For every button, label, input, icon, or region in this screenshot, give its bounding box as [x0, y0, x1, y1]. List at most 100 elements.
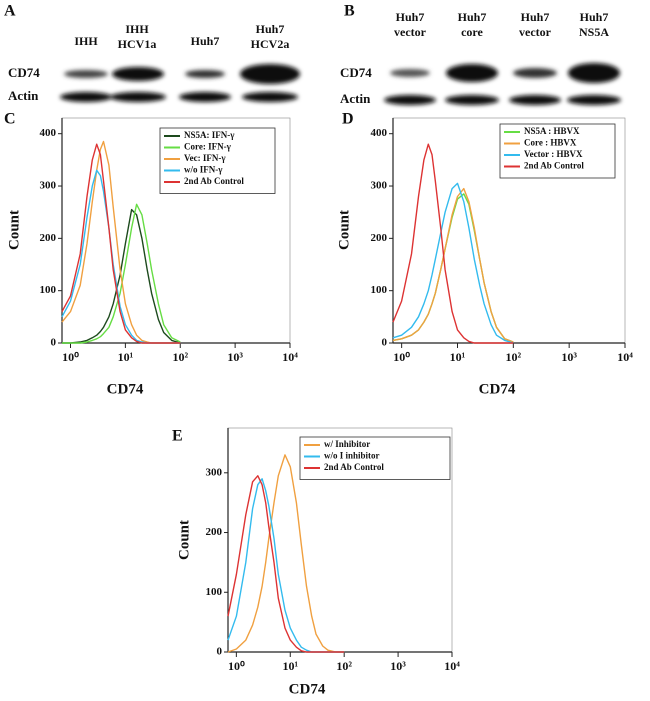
- lane-label: vector: [394, 25, 427, 39]
- legend-box: [299, 436, 451, 480]
- y-axis-label: Count: [336, 210, 352, 250]
- band: [568, 63, 620, 83]
- x-tick-label: 10²: [506, 350, 522, 364]
- chart: C 0 100 200 300 400 10⁰ 10¹ 10² 10³ 10⁴ Count CD74 NS…: [4, 111, 298, 398]
- legend-label: w/o IFN-γ: [184, 165, 223, 175]
- y-axis-label: Count: [6, 210, 22, 250]
- band: [179, 92, 231, 102]
- y-axis-label: Count: [176, 520, 192, 560]
- legend-label: Vector : HBVX: [524, 149, 583, 159]
- lane-label: HCV1a: [118, 37, 157, 51]
- band: [567, 95, 621, 105]
- y-tick-label: 200: [206, 526, 223, 538]
- lane-label: Huh7: [256, 22, 285, 36]
- y-tick-label: 100: [206, 586, 223, 598]
- legend-label: 2nd Ab Control: [524, 161, 584, 171]
- y-tick-label: 0: [217, 646, 223, 658]
- y-tick-label: 0: [382, 337, 388, 349]
- row-label: Actin: [8, 88, 39, 103]
- band: [513, 68, 557, 78]
- legend-label: Core : HBVX: [524, 138, 577, 148]
- y-tick-label: 300: [40, 180, 57, 192]
- histogram-line: [227, 475, 345, 653]
- legend-label: 2nd Ab Control: [324, 462, 384, 472]
- x-tick-label: 10³: [390, 659, 406, 673]
- row-label: Actin: [340, 91, 371, 106]
- y-tick-label: 100: [371, 284, 388, 296]
- bands: [384, 63, 621, 105]
- lane-label: vector: [519, 25, 552, 39]
- histogram-line: [227, 454, 345, 653]
- panel-label: A: [4, 3, 16, 20]
- y-tick-label: 400: [371, 127, 388, 139]
- x-tick-label: 10³: [227, 350, 243, 364]
- panel-label: E: [172, 428, 183, 445]
- histogram-line: [62, 203, 181, 344]
- bands: [60, 64, 300, 102]
- histogram-line: [392, 193, 514, 343]
- band: [240, 64, 300, 84]
- x-tick-label: 10⁰: [62, 350, 79, 364]
- histogram-line: [227, 478, 345, 653]
- lane-label: Huh7: [580, 10, 609, 24]
- chart: E 0 100 200 300 10⁰ 10¹ 10² 10³ 10⁴ Count CD74 w/ In…: [172, 428, 460, 698]
- chart: D 0 100 200 300 400 10⁰ 10¹ 10² 10³ 10⁴ Count CD74 NS…: [336, 111, 633, 398]
- panel-label: D: [342, 111, 354, 128]
- lane-label: Huh7: [396, 10, 425, 24]
- x-axis-label: CD74: [479, 381, 516, 397]
- band: [112, 67, 164, 81]
- blot-b: B Huh7 vector Huh7 core Huh7 vector Huh7…: [340, 3, 621, 106]
- x-tick-label: 10⁰: [393, 350, 410, 364]
- panel-label: C: [4, 111, 16, 128]
- lane-label: core: [461, 25, 483, 39]
- y-tick-label: 200: [371, 232, 388, 244]
- y-tick-label: 200: [40, 232, 57, 244]
- legend-label: 2nd Ab Control: [184, 176, 244, 186]
- lane-label: Huh7: [521, 10, 550, 24]
- legend-label: w/ Inhibitor: [324, 439, 370, 449]
- band: [110, 92, 166, 102]
- x-tick-label: 10⁴: [444, 659, 460, 673]
- y-tick-label: 300: [371, 180, 388, 192]
- y-tick-label: 300: [206, 466, 223, 478]
- x-tick-label: 10⁴: [282, 350, 298, 364]
- histogram-line: [62, 208, 181, 344]
- legend-label: NS5A: IFN-γ: [184, 130, 235, 140]
- row-label: CD74: [340, 65, 372, 80]
- lane-label: Huh7: [458, 10, 487, 24]
- band: [64, 70, 108, 78]
- x-axis-label: CD74: [289, 681, 326, 697]
- band: [60, 92, 112, 102]
- histogram-line: [61, 143, 181, 344]
- x-tick-label: 10¹: [118, 350, 134, 364]
- x-tick-label: 10²: [172, 350, 188, 364]
- x-tick-label: 10⁰: [228, 659, 245, 673]
- y-tick-label: 100: [40, 284, 57, 296]
- y-tick-label: 0: [51, 337, 57, 349]
- x-tick-label: 10⁴: [617, 350, 633, 364]
- band: [446, 64, 498, 82]
- legend-label: w/o I inhibitor: [324, 451, 380, 461]
- histogram-line: [392, 187, 514, 343]
- band: [509, 95, 561, 105]
- legend-label: Core: IFN-γ: [184, 142, 232, 152]
- legend-label: NS5A : HBVX: [524, 126, 580, 136]
- lane-label: IHH: [125, 22, 149, 36]
- band: [185, 70, 225, 78]
- lane-label: Huh7: [191, 34, 220, 48]
- lane-label: IHH: [74, 34, 98, 48]
- histogram-line: [392, 182, 514, 344]
- band: [242, 92, 298, 102]
- lane-label: NS5A: [579, 25, 609, 39]
- x-tick-label: 10³: [561, 350, 577, 364]
- x-tick-label: 10¹: [450, 350, 466, 364]
- histogram-line: [392, 143, 514, 344]
- legend-label: Vec: IFN-γ: [184, 153, 226, 163]
- row-label: CD74: [8, 65, 40, 80]
- band: [390, 69, 430, 77]
- panel-label: B: [344, 3, 355, 20]
